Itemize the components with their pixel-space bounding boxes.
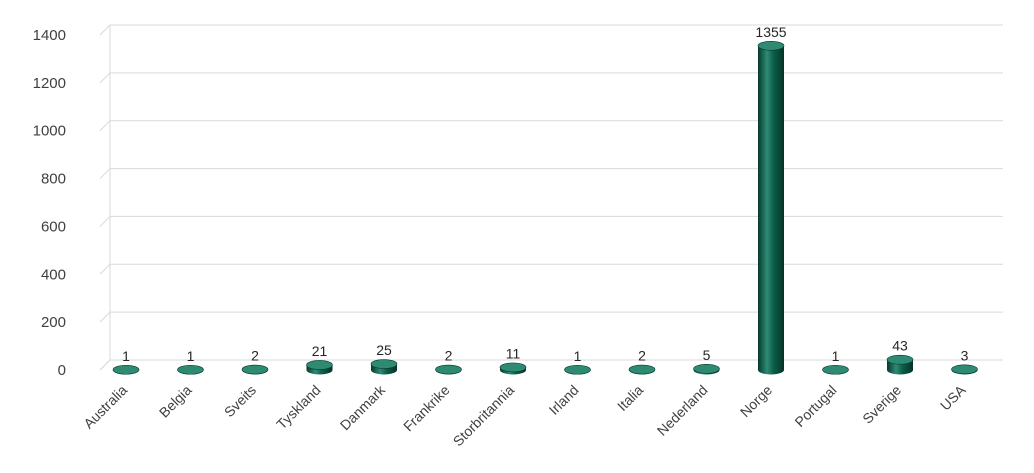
bar-australia bbox=[112, 364, 140, 375]
gridline bbox=[99, 263, 1003, 275]
data-label: 1 bbox=[187, 348, 195, 364]
x-tick-label: Sveits bbox=[221, 382, 259, 420]
bar-frankrike bbox=[435, 364, 462, 375]
bar-belgia bbox=[177, 364, 204, 375]
x-tick-label: Danmark bbox=[337, 381, 389, 433]
data-label: 3 bbox=[961, 347, 969, 363]
y-tick-label: 1400 bbox=[33, 27, 66, 44]
data-label: 1 bbox=[832, 348, 840, 364]
gridline bbox=[99, 24, 1003, 36]
data-label: 1 bbox=[122, 348, 130, 364]
bar-nederland bbox=[693, 364, 720, 375]
data-label: 2 bbox=[638, 348, 646, 364]
y-tick-label: 600 bbox=[41, 218, 66, 235]
bars bbox=[112, 40, 978, 375]
bar-usa bbox=[951, 364, 978, 375]
y-tick-label: 200 bbox=[41, 314, 66, 331]
gridline bbox=[99, 215, 1003, 227]
data-label: 1355 bbox=[755, 24, 786, 40]
x-tick-label: USA bbox=[937, 381, 969, 413]
y-tick-label: 400 bbox=[41, 266, 66, 283]
data-label: 43 bbox=[892, 338, 908, 354]
data-label: 2 bbox=[445, 348, 453, 364]
gridline bbox=[99, 359, 1003, 371]
bar-sverige bbox=[886, 354, 914, 375]
bar-portugal bbox=[822, 364, 849, 375]
bar-storbritannia bbox=[499, 362, 527, 375]
bar-tyskland bbox=[306, 360, 333, 375]
gridline bbox=[99, 168, 1003, 179]
gridlines bbox=[99, 24, 1003, 371]
x-tick-label: Storbritannia bbox=[450, 382, 518, 450]
y-axis: 0 200 400 600 800 1000 1200 1400 bbox=[33, 27, 66, 379]
x-tick-label: Tyskland bbox=[273, 382, 323, 432]
gridline bbox=[99, 72, 1003, 84]
bar-norge bbox=[757, 40, 785, 375]
data-label: 1 bbox=[574, 348, 582, 364]
bar-italia bbox=[628, 364, 656, 375]
gridline bbox=[99, 120, 1003, 132]
bar-irland bbox=[564, 364, 591, 375]
x-tick-label: Belgia bbox=[156, 382, 195, 421]
y-tick-label: 1200 bbox=[33, 75, 66, 92]
x-tick-label: Italia bbox=[614, 382, 646, 414]
data-label: 5 bbox=[703, 347, 711, 363]
x-tick-label: Sverige bbox=[859, 382, 904, 427]
x-tick-label: Australia bbox=[80, 382, 130, 432]
bar-danmark bbox=[370, 359, 398, 375]
x-tick-label: Norge bbox=[737, 382, 775, 420]
x-tick-label: Portugal bbox=[791, 382, 839, 430]
x-axis: Australia Belgia Sveits Tyskland Danmark Fran… bbox=[80, 381, 969, 449]
y-tick-label: 0 bbox=[58, 362, 66, 379]
data-label: 25 bbox=[376, 342, 392, 358]
data-label: 2 bbox=[251, 348, 259, 364]
y-tick-label: 1000 bbox=[33, 123, 66, 140]
x-tick-label: Frankrike bbox=[400, 382, 453, 435]
data-label: 21 bbox=[312, 343, 328, 359]
data-label: 11 bbox=[506, 345, 521, 361]
bar-sveits bbox=[241, 364, 269, 375]
gridline bbox=[99, 311, 1003, 323]
x-tick-label: Nederland bbox=[654, 382, 711, 439]
x-tick-label: Irland bbox=[546, 382, 582, 418]
y-tick-label: 800 bbox=[41, 171, 66, 188]
back-wall-edge bbox=[99, 25, 111, 371]
